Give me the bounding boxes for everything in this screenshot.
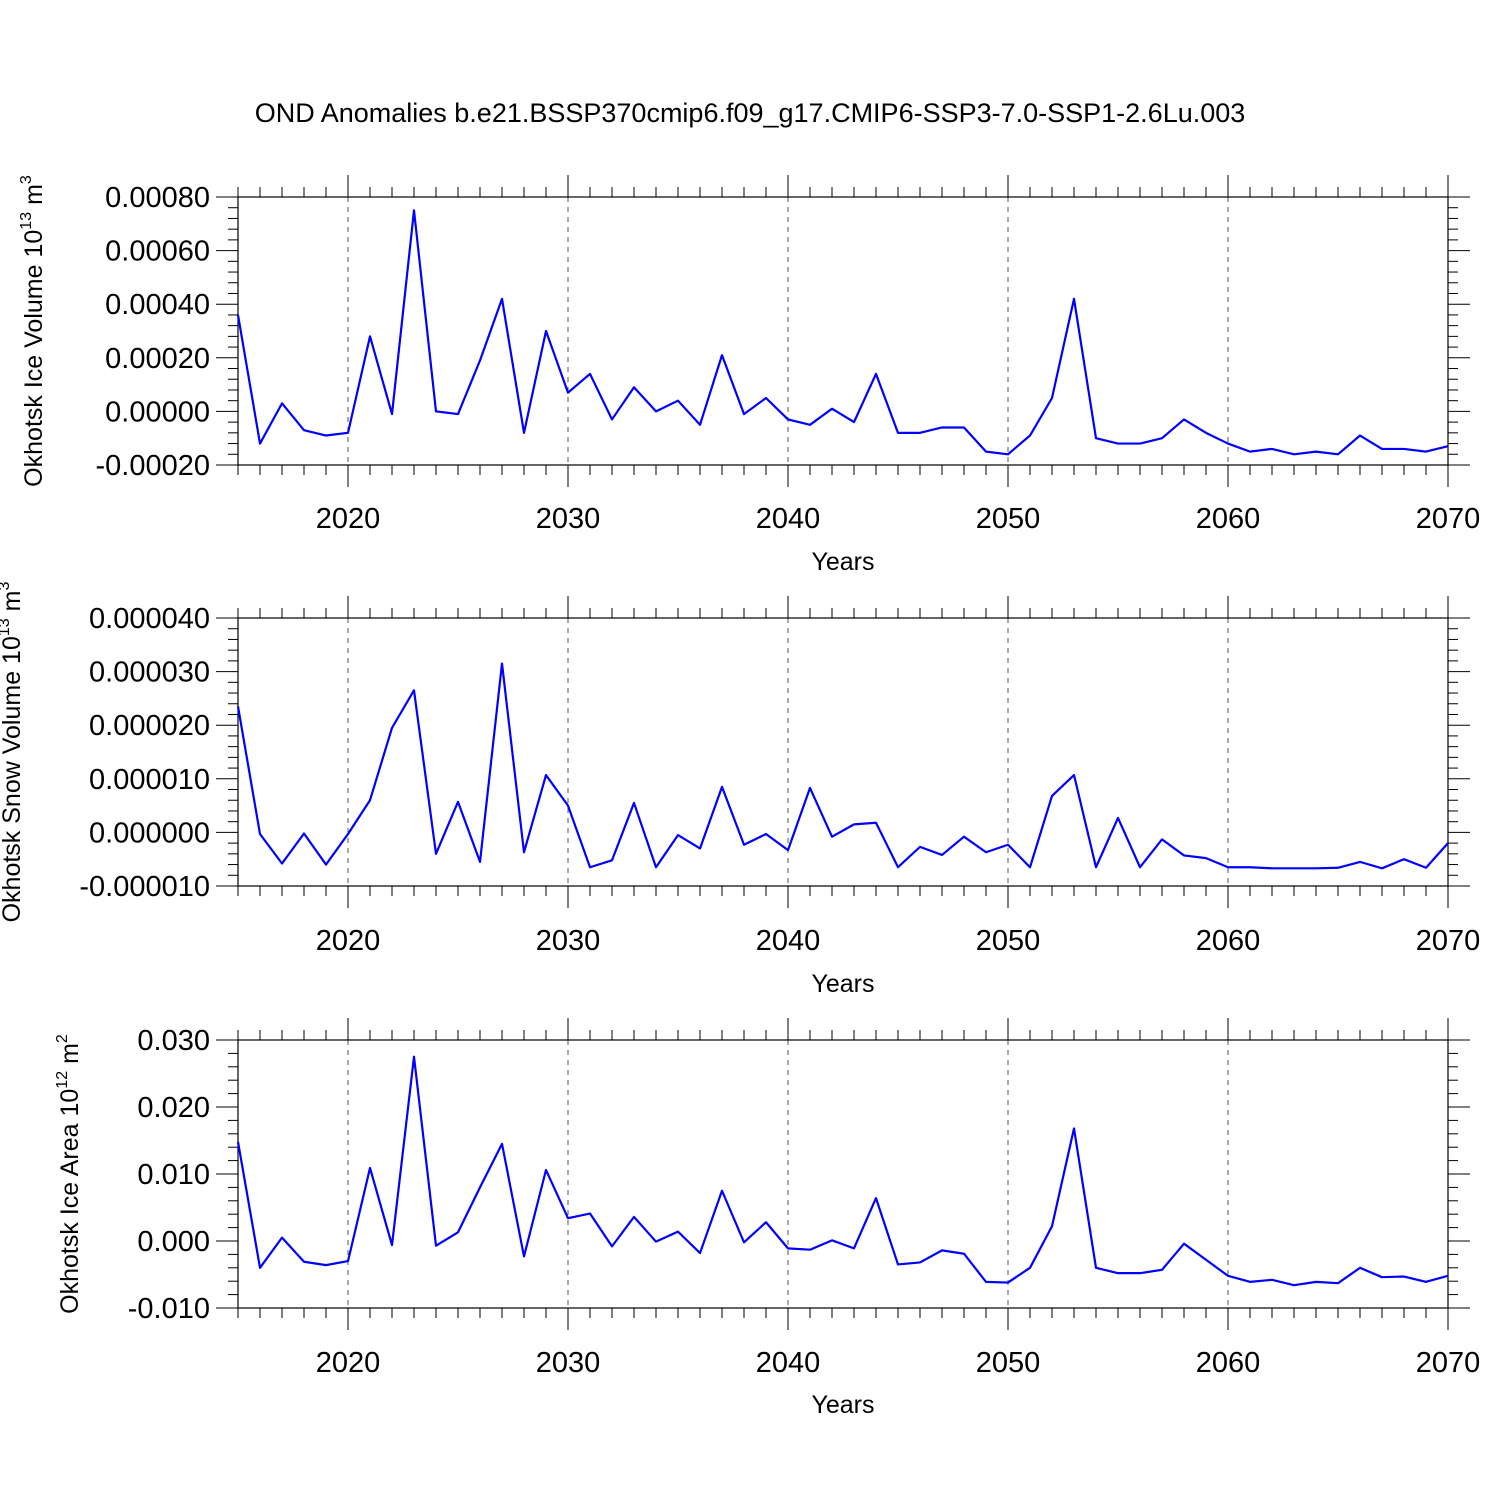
y-tick-label: -0.010 bbox=[128, 1293, 210, 1325]
x-tick-label: 2030 bbox=[536, 1347, 601, 1379]
x-tick-label: 2060 bbox=[1196, 925, 1261, 957]
panel-2: 0.000040 0.000030 0.000020 0.000010 0.000000… bbox=[0, 582, 1480, 999]
y-tick-label: 0.010 bbox=[137, 1159, 210, 1191]
x-tick-label: 2020 bbox=[316, 925, 381, 957]
y-axis-label-yunit-exp: 13 bbox=[0, 618, 13, 636]
x-tick-label: 2030 bbox=[536, 925, 601, 957]
x-tick-label: 2070 bbox=[1416, 925, 1481, 957]
x-tick-label: 2050 bbox=[976, 1347, 1041, 1379]
y-axis-label-yunit-tail-exp: 3 bbox=[18, 175, 35, 184]
x-tick-label: 2030 bbox=[536, 503, 601, 535]
y-tick-label: 0.00060 bbox=[105, 236, 210, 268]
x-tick-label: 2050 bbox=[976, 925, 1041, 957]
y-axis-label: Okhotsk Ice Volume 1013 m3 bbox=[18, 175, 48, 487]
x-axis-label: Years bbox=[811, 970, 874, 998]
y-tick-label: 0.030 bbox=[137, 1025, 210, 1057]
y-axis-label: Okhotsk Snow Volume 1013 m3 bbox=[0, 582, 26, 923]
y-tick-label: 0.000010 bbox=[89, 764, 210, 796]
y-axis-label-yunit-base: 10 bbox=[56, 1089, 84, 1117]
y-tick-label: 0.000020 bbox=[89, 710, 210, 742]
x-tick-label: 2070 bbox=[1416, 1347, 1481, 1379]
y-tick-label: 0.00080 bbox=[105, 182, 210, 214]
y-axis-label-ylabel: Okhotsk Ice Volume bbox=[20, 258, 48, 487]
y-tick-label: 0.00020 bbox=[105, 343, 210, 375]
y-tick-label: 0.000040 bbox=[89, 603, 210, 635]
x-tick-label: 2050 bbox=[976, 503, 1041, 535]
y-axis-label-yunit-exp: 12 bbox=[54, 1071, 71, 1089]
plot-frame bbox=[237, 1039, 1449, 1309]
y-tick-label: 0.000 bbox=[137, 1226, 210, 1258]
y-tick-label: -0.000010 bbox=[79, 871, 210, 903]
plot-frame bbox=[237, 617, 1449, 887]
panel-1: 0.00080 0.00060 0.00040 0.00020 0.00000 -0.00… bbox=[18, 175, 1480, 576]
y-axis-label-yunit-tail: m bbox=[0, 591, 26, 612]
y-axis-label-yunit-exp: 13 bbox=[18, 212, 35, 230]
x-tick-label: 2040 bbox=[756, 925, 821, 957]
x-axis-label: Years bbox=[811, 1391, 874, 1419]
x-tick-label: 2070 bbox=[1416, 503, 1481, 535]
y-tick-label: 0.000030 bbox=[89, 657, 210, 689]
x-tick-label: 2060 bbox=[1196, 1347, 1261, 1379]
y-tick-label: 0.00040 bbox=[105, 289, 210, 321]
x-axis-label: Years bbox=[811, 548, 874, 576]
y-tick-label: 0.00000 bbox=[105, 396, 210, 428]
y-tick-label: -0.00020 bbox=[96, 450, 211, 482]
x-tick-label: 2020 bbox=[316, 503, 381, 535]
y-axis-label-yunit-tail: m bbox=[56, 1043, 84, 1064]
x-tick-label: 2020 bbox=[316, 1347, 381, 1379]
y-tick-label: 0.000000 bbox=[89, 817, 210, 849]
plot-frame bbox=[237, 196, 1449, 466]
y-axis-label-yunit-tail-exp: 3 bbox=[0, 582, 13, 591]
y-tick-label: 0.020 bbox=[137, 1092, 210, 1124]
figure-title: OND Anomalies b.e21.BSSP370cmip6.f09_g17… bbox=[255, 98, 1246, 128]
series-line bbox=[236, 209, 1449, 456]
x-tick-label: 2060 bbox=[1196, 503, 1261, 535]
y-axis-label: Okhotsk Ice Area 1012 m2 bbox=[54, 1034, 84, 1314]
y-axis-label-yunit-base: 10 bbox=[20, 230, 48, 258]
series-line bbox=[236, 1055, 1449, 1287]
panel-3: 0.030 0.020 0.010 0.000 -0.010 2020 2030 2040 20… bbox=[54, 1018, 1480, 1419]
x-tick-label: 2040 bbox=[756, 503, 821, 535]
series-line bbox=[236, 662, 1449, 870]
y-axis-label-ylabel: Okhotsk Snow Volume bbox=[0, 664, 26, 922]
y-axis-label-ylabel: Okhotsk Ice Area bbox=[56, 1117, 84, 1314]
y-axis-label-yunit-tail-exp: 2 bbox=[54, 1034, 71, 1043]
y-axis-label-yunit-base: 10 bbox=[0, 636, 26, 664]
x-tick-label: 2040 bbox=[756, 1347, 821, 1379]
y-axis-label-yunit-tail: m bbox=[20, 184, 48, 205]
